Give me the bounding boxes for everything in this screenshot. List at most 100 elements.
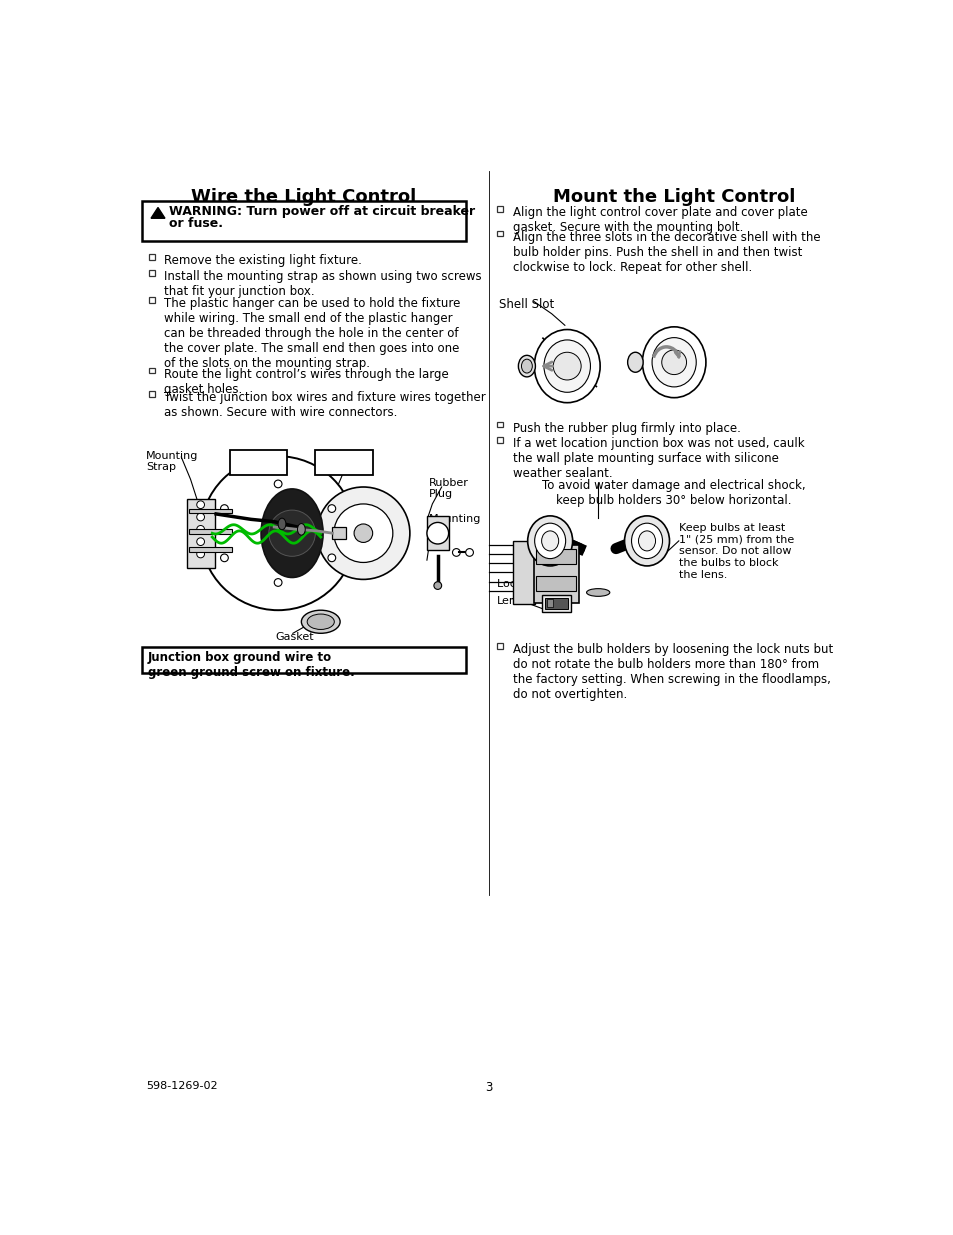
Text: Shell Slot: Shell Slot xyxy=(498,299,554,311)
Bar xyxy=(536,576,576,592)
Ellipse shape xyxy=(278,519,286,530)
Circle shape xyxy=(316,487,410,579)
Circle shape xyxy=(434,582,441,589)
Text: Mounting
Bolt: Mounting Bolt xyxy=(429,514,481,536)
Text: Mount the Light Control: Mount the Light Control xyxy=(553,188,795,206)
Bar xyxy=(142,200,466,241)
Text: To avoid water damage and electrical shock,
keep bulb holders 30° below horizont: To avoid water damage and electrical sho… xyxy=(541,479,805,508)
Ellipse shape xyxy=(534,330,599,403)
Text: Adjust the bulb holders by loosening the lock nuts but
do not rotate the bulb ho: Adjust the bulb holders by loosening the… xyxy=(513,643,832,701)
Bar xyxy=(497,231,503,236)
Ellipse shape xyxy=(517,356,535,377)
Text: Route the light control’s wires through the large
gasket holes.: Route the light control’s wires through … xyxy=(164,368,449,395)
Bar xyxy=(149,270,154,275)
Text: or fuse.: or fuse. xyxy=(169,216,223,230)
Text: to: to xyxy=(351,453,366,466)
Text: Wire the Light Control: Wire the Light Control xyxy=(191,188,416,206)
Text: Junction box ground wire to
green ground screw on fixture.: Junction box ground wire to green ground… xyxy=(148,651,355,679)
Circle shape xyxy=(553,352,580,380)
Circle shape xyxy=(196,501,204,509)
Circle shape xyxy=(196,526,204,534)
Circle shape xyxy=(196,550,204,558)
Bar xyxy=(534,545,578,603)
Bar xyxy=(427,516,448,550)
Ellipse shape xyxy=(301,610,340,634)
Circle shape xyxy=(427,522,448,543)
Text: White: White xyxy=(318,453,359,466)
Ellipse shape xyxy=(652,337,696,387)
Bar xyxy=(230,450,287,474)
Ellipse shape xyxy=(261,489,323,578)
Text: Gasket: Gasket xyxy=(275,632,314,642)
Ellipse shape xyxy=(297,524,305,535)
Bar xyxy=(149,390,154,396)
Circle shape xyxy=(274,579,282,587)
Ellipse shape xyxy=(541,531,558,551)
Ellipse shape xyxy=(521,359,532,373)
Bar xyxy=(315,450,373,474)
Text: !: ! xyxy=(155,210,160,219)
Text: White: White xyxy=(318,463,359,477)
Text: Mounting
Strap: Mounting Strap xyxy=(146,451,198,473)
Text: Black: Black xyxy=(233,453,271,466)
Bar xyxy=(189,530,232,534)
FancyArrowPatch shape xyxy=(543,362,552,370)
Ellipse shape xyxy=(631,524,661,558)
Circle shape xyxy=(334,504,393,562)
Ellipse shape xyxy=(627,352,642,372)
Circle shape xyxy=(269,510,315,556)
Ellipse shape xyxy=(638,531,655,551)
Circle shape xyxy=(328,505,335,513)
Text: Lens: Lens xyxy=(497,597,522,606)
Ellipse shape xyxy=(307,614,334,630)
Circle shape xyxy=(220,505,228,513)
Circle shape xyxy=(452,548,459,556)
Bar xyxy=(546,599,553,608)
Text: If a wet location junction box was not used, caulk
the wall plate mounting surfa: If a wet location junction box was not u… xyxy=(513,437,803,480)
Text: Lock Nut: Lock Nut xyxy=(497,579,545,589)
Text: Align the three slots in the decorative shell with the
bulb holder pins. Push th: Align the three slots in the decorative … xyxy=(513,231,820,274)
Ellipse shape xyxy=(586,589,609,597)
Bar xyxy=(149,296,154,303)
Circle shape xyxy=(274,480,282,488)
FancyArrowPatch shape xyxy=(674,351,679,358)
Bar xyxy=(497,421,503,427)
Circle shape xyxy=(661,350,686,374)
Bar xyxy=(189,547,232,552)
Text: Rubber
Plug: Rubber Plug xyxy=(429,478,469,499)
Bar xyxy=(142,647,466,673)
Circle shape xyxy=(196,537,204,546)
Bar xyxy=(497,437,503,442)
Bar xyxy=(187,499,214,568)
Circle shape xyxy=(200,456,355,610)
Bar xyxy=(149,254,154,261)
Circle shape xyxy=(354,524,373,542)
Ellipse shape xyxy=(641,327,705,398)
Bar xyxy=(497,206,503,211)
Bar xyxy=(497,643,503,650)
Text: Remove the existing light fixture.: Remove the existing light fixture. xyxy=(164,254,362,268)
Circle shape xyxy=(328,555,335,562)
Ellipse shape xyxy=(624,516,669,566)
Circle shape xyxy=(196,514,204,521)
Text: Twist the junction box wires and fixture wires together
as shown. Secure with wi: Twist the junction box wires and fixture… xyxy=(164,390,485,419)
Text: Install the mounting strap as shown using two screws
that fit your junction box.: Install the mounting strap as shown usin… xyxy=(164,270,481,298)
Bar xyxy=(544,598,567,609)
Text: to: to xyxy=(264,453,279,466)
Text: Keep bulbs at least
1" (25 mm) from the
sensor. Do not allow
the bulbs to block
: Keep bulbs at least 1" (25 mm) from the … xyxy=(679,524,793,579)
Bar xyxy=(149,368,154,373)
Ellipse shape xyxy=(543,340,590,393)
Bar xyxy=(536,548,576,564)
Ellipse shape xyxy=(527,516,572,566)
Bar xyxy=(541,595,571,611)
Text: The plastic hanger can be used to hold the fixture
while wiring. The small end o: The plastic hanger can be used to hold t… xyxy=(164,296,460,369)
Text: Black: Black xyxy=(233,463,271,477)
Text: WARNING: Turn power off at circuit breaker: WARNING: Turn power off at circuit break… xyxy=(169,205,475,219)
Text: Align the light control cover plate and cover plate
gasket. Secure with the moun: Align the light control cover plate and … xyxy=(513,206,807,233)
Bar xyxy=(189,509,232,514)
Ellipse shape xyxy=(534,524,565,558)
Circle shape xyxy=(220,555,228,562)
Polygon shape xyxy=(151,207,165,219)
Text: 3: 3 xyxy=(485,1082,492,1094)
Text: Push the rubber plug firmly into place.: Push the rubber plug firmly into place. xyxy=(513,421,740,435)
